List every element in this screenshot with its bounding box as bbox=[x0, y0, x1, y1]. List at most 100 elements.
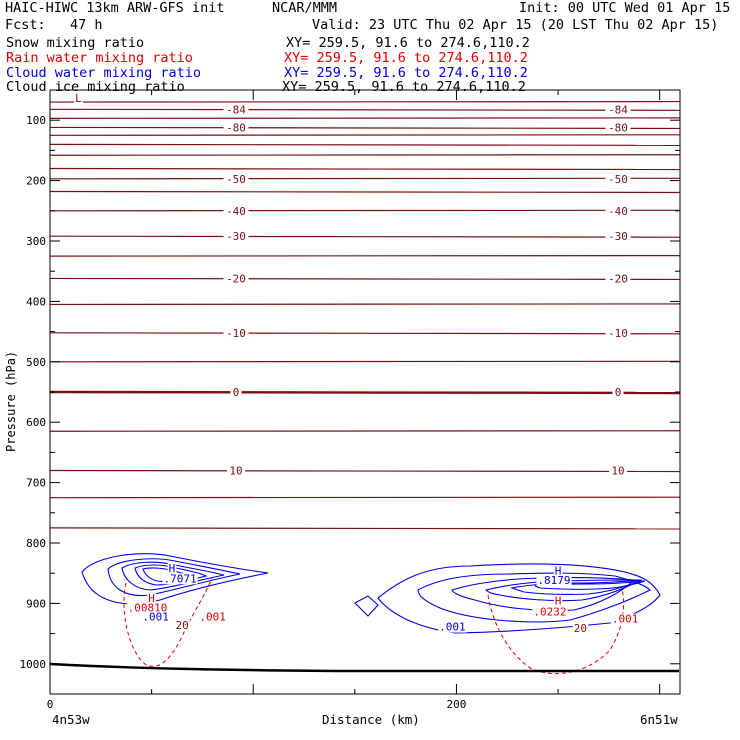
contour-annotation: 20 bbox=[574, 622, 587, 635]
y-tick-label: 500 bbox=[26, 356, 46, 369]
valid-time: Valid: 23 UTC Thu 02 Apr 15 (20 LST Thu … bbox=[312, 17, 719, 33]
annotation-bg bbox=[74, 93, 83, 105]
field-snow-xy: XY= 259.5, 91.6 to 274.6,110.2 bbox=[286, 35, 530, 51]
isotherm-label: 10 bbox=[611, 465, 624, 478]
right-endpoint-label: 6n51w bbox=[640, 712, 678, 727]
annotation-bg bbox=[167, 562, 177, 574]
isotherm-label-bg bbox=[605, 272, 631, 285]
annotation-bg bbox=[438, 621, 467, 633]
isotherm-label-bg bbox=[223, 230, 249, 243]
isotherm-lines: -84 -84 -80 -80 -50 -50 -40 -40 -30 -30 -20 -20 -10 -… bbox=[49, 100, 681, 530]
isotherm-line bbox=[49, 167, 681, 171]
isotherm-label-bg bbox=[605, 172, 631, 185]
contour-annotation: .001 bbox=[199, 610, 226, 623]
contour-annotation: H bbox=[555, 564, 562, 577]
y-tick-label: 900 bbox=[26, 597, 46, 610]
isotherm-label-bg bbox=[605, 326, 631, 339]
y-tick-label: 600 bbox=[26, 416, 46, 429]
contour-annotation: .7071 bbox=[164, 572, 197, 585]
contour-annotation: .00810 bbox=[128, 601, 168, 614]
annotation-bg bbox=[536, 575, 572, 587]
isotherm-line bbox=[49, 100, 681, 103]
isotherm-line bbox=[49, 527, 681, 530]
contour-annotation: H bbox=[555, 595, 562, 608]
isotherm-label: 0 bbox=[233, 386, 240, 399]
terrain-surface bbox=[49, 662, 679, 673]
isotherm-line bbox=[49, 496, 681, 499]
isotherm-label-bg bbox=[605, 230, 631, 243]
annotation-bg bbox=[553, 565, 563, 577]
isotherm-label-bg bbox=[605, 121, 631, 134]
y-tick-label: 700 bbox=[26, 477, 46, 490]
contour-annotation: H bbox=[169, 562, 176, 575]
isotherm-line bbox=[49, 190, 681, 194]
isotherm-label: -40 bbox=[608, 205, 628, 218]
isotherm-label: -80 bbox=[608, 121, 628, 134]
isotherm-label: 0 bbox=[615, 386, 622, 399]
isotherm-label-bg bbox=[227, 464, 245, 477]
y-tick-label: 800 bbox=[26, 537, 46, 550]
field-cloudwater-label: Cloud water mixing ratio bbox=[6, 65, 202, 81]
annotation-bg bbox=[553, 595, 563, 607]
forecast-hour: Fcst: 47 h bbox=[5, 17, 103, 33]
isotherm-label-bg bbox=[223, 172, 249, 185]
isotherm-line bbox=[49, 177, 681, 180]
isotherm-label: -30 bbox=[226, 230, 246, 243]
isotherm-label: -20 bbox=[226, 272, 246, 285]
model-title: HAIC-HIWC 13km ARW-GFS init bbox=[5, 0, 225, 16]
annotation-bg bbox=[147, 593, 156, 605]
isotherm-label: -50 bbox=[608, 173, 628, 186]
isotherm-label-bg bbox=[223, 204, 249, 217]
contour-annotation: L bbox=[75, 92, 82, 105]
isotherm-label-bg bbox=[223, 272, 249, 285]
isotherm-line bbox=[49, 134, 681, 136]
isotherm-line bbox=[49, 255, 681, 257]
contour-annotation: 20 bbox=[175, 619, 188, 632]
isotherm-label: 10 bbox=[229, 465, 242, 478]
isotherm-line bbox=[49, 154, 681, 156]
isotherm-label-bg bbox=[223, 103, 249, 116]
isotherm-label-bg bbox=[609, 464, 627, 477]
isotherm-line bbox=[49, 143, 681, 146]
contour-annotation: .001 bbox=[612, 613, 639, 626]
y-axis-title: Pressure (hPa) bbox=[4, 350, 18, 452]
field-cloudice-xy: XY= 259.5, 91.6 to 274.6,110.2 bbox=[282, 79, 526, 95]
annotation-bg bbox=[532, 606, 568, 618]
org-label: NCAR/MMM bbox=[272, 0, 338, 16]
field-cloudwater-xy: XY= 259.5, 91.6 to 274.6,110.2 bbox=[284, 65, 528, 81]
field-rain-xy: XY= 259.5, 91.6 to 274.6,110.2 bbox=[284, 50, 528, 66]
isotherm-label: -40 bbox=[226, 205, 246, 218]
init-time: Init: 00 UTC Wed 01 Apr 15 bbox=[519, 0, 731, 16]
isotherm-line bbox=[49, 360, 681, 363]
y-tick-label: 300 bbox=[26, 235, 46, 248]
contour-annotation: H bbox=[148, 592, 155, 605]
annotation-bg bbox=[174, 619, 190, 631]
isotherm-line bbox=[49, 390, 681, 395]
isotherm-label: -80 bbox=[226, 121, 246, 134]
field-cloudice-label: Cloud ice mixing ratio bbox=[6, 79, 185, 95]
rain-water-contours bbox=[123, 577, 624, 675]
y-tick-label: 200 bbox=[26, 175, 46, 188]
contour-annotations: LH.7071H.00810.001.00120H.8179H.0232.001… bbox=[74, 92, 640, 635]
y-tick-label: 100 bbox=[26, 114, 46, 127]
isotherm-label: -84 bbox=[608, 103, 628, 116]
x-tick-label: 0 bbox=[47, 698, 54, 711]
isotherm-label-bg bbox=[612, 386, 624, 398]
isotherm-line bbox=[49, 332, 681, 335]
isotherm-label-bg bbox=[605, 204, 631, 217]
contour-annotation: .0232 bbox=[533, 605, 566, 618]
isotherm-line bbox=[49, 209, 681, 212]
isotherm-label-bg bbox=[223, 121, 249, 134]
annotation-bg bbox=[141, 611, 170, 623]
isotherm-label-bg bbox=[605, 103, 631, 116]
x-tick-label: 200 bbox=[447, 698, 467, 711]
isotherm-label: -50 bbox=[226, 173, 246, 186]
isotherm-label: -10 bbox=[226, 327, 246, 340]
isotherm-label: -84 bbox=[226, 103, 246, 116]
isotherm-label-bg bbox=[223, 326, 249, 339]
contour-annotation: .001 bbox=[439, 621, 466, 634]
isotherm-line bbox=[49, 469, 681, 473]
annotation-bg bbox=[610, 613, 640, 625]
